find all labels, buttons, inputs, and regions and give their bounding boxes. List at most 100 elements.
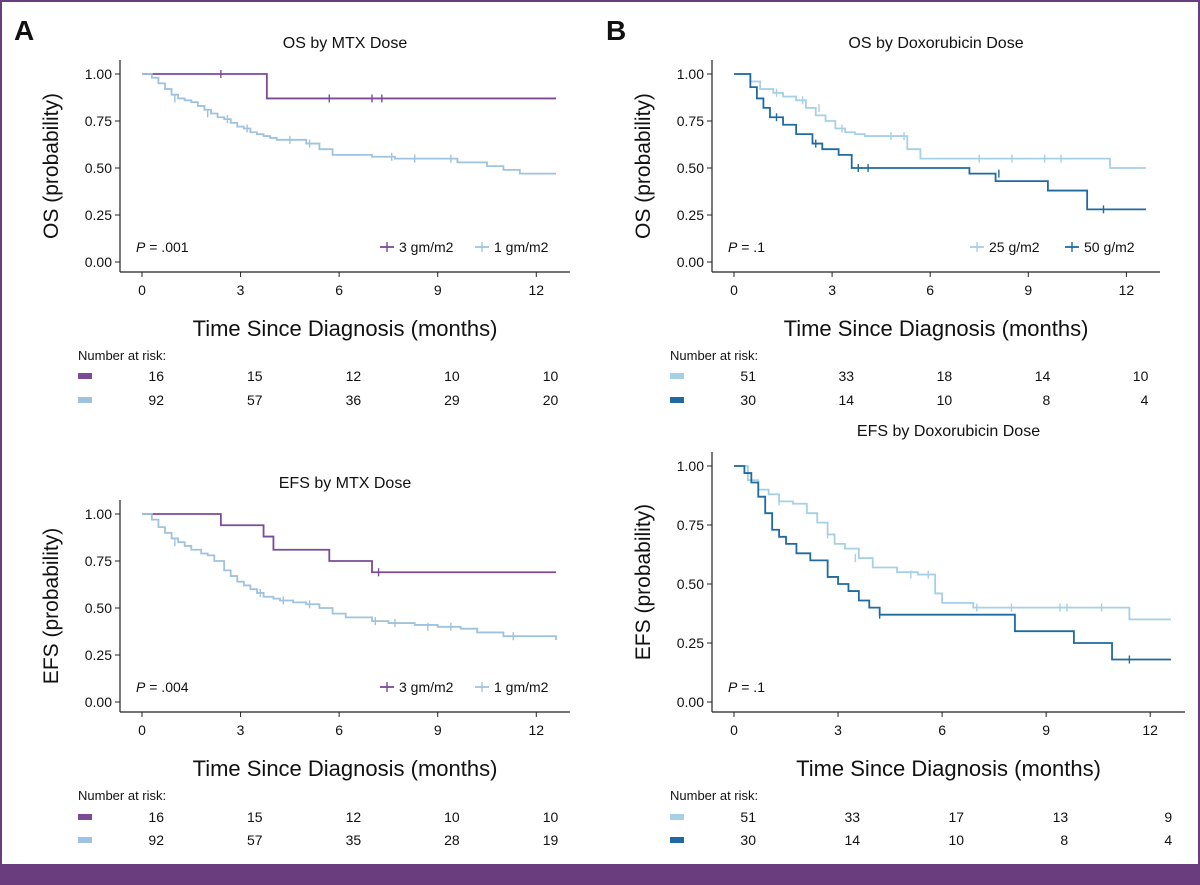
x-tick-label: 12: [1119, 282, 1135, 298]
p-value: P = .001: [136, 239, 189, 255]
x-axis-label: Time Since Diagnosis (months): [784, 316, 1089, 341]
risk-cell: 15: [247, 368, 263, 384]
risk-cell: 35: [346, 832, 362, 848]
legend-label: 3 gm/m2: [399, 239, 454, 255]
p-value-symbol: P: [728, 239, 738, 255]
risk-cell: 10: [543, 809, 559, 825]
figure-svg: A B OS by MTX Dose 0.00 0.25 0.50 0.75 1.00 0 3…: [14, 15, 1185, 848]
risk-cell: 28: [444, 832, 460, 848]
chart-efs-mtx: EFS by MTX Dose 0.00 0.25 0.50 0.75 1.00 0 3 6 9 1…: [40, 475, 570, 848]
y-tick-label: 0.00: [85, 694, 112, 710]
risk-cell: 10: [444, 809, 460, 825]
p-value-text: = .1: [737, 679, 765, 695]
chart-title: OS by Doxorubicin Dose: [848, 35, 1023, 52]
risk-cell: 9: [1164, 809, 1172, 825]
series-line-0: [734, 465, 1171, 621]
risk-cell: 92: [148, 392, 164, 408]
series-line-0: [142, 513, 556, 574]
risk-cell: 8: [1042, 392, 1050, 408]
risk-cell: 30: [740, 392, 756, 408]
y-tick-label: 0.25: [677, 635, 704, 651]
p-value-symbol: P: [136, 679, 146, 695]
risk-row-swatch: [78, 397, 92, 403]
chart-efs-dox: EFS by Doxorubicin Dose 0.00 0.25 0.50 0.75 1…: [632, 423, 1185, 848]
risk-cell: 14: [844, 832, 860, 848]
x-tick-label: 3: [237, 282, 245, 298]
risk-row-swatch: [78, 837, 92, 843]
risk-cell: 17: [949, 809, 965, 825]
risk-row-swatch: [670, 397, 684, 403]
y-axis-label: OS (probability): [632, 93, 655, 239]
risk-cell: 13: [1053, 809, 1069, 825]
x-tick-label: 12: [528, 282, 544, 298]
x-tick-label: 9: [434, 722, 442, 738]
x-tick-label: 0: [138, 722, 146, 738]
risk-table-label: Number at risk:: [78, 348, 166, 363]
risk-cell: 12: [346, 368, 362, 384]
x-tick-label: 9: [434, 282, 442, 298]
y-axis-label: EFS (probability): [40, 528, 63, 684]
risk-table-label: Number at risk:: [670, 348, 758, 363]
p-value: P = .004: [136, 679, 189, 695]
risk-cell: 33: [839, 368, 855, 384]
series-line-1: [142, 73, 556, 175]
risk-table-label: Number at risk:: [670, 788, 758, 803]
risk-cell: 12: [346, 809, 362, 825]
x-axis-label: Time Since Diagnosis (months): [796, 756, 1101, 781]
risk-cell: 4: [1141, 392, 1149, 408]
risk-cell: 4: [1164, 832, 1172, 848]
risk-row-swatch: [78, 814, 92, 820]
p-value-text: = .004: [145, 679, 188, 695]
y-tick-label: 0.50: [677, 160, 704, 176]
risk-cell: 20: [543, 392, 559, 408]
x-tick-label: 0: [730, 722, 738, 738]
risk-row-swatch: [670, 373, 684, 379]
risk-table-label: Number at risk:: [78, 788, 166, 803]
y-tick-label: 0.00: [85, 254, 112, 270]
risk-row-swatch: [670, 814, 684, 820]
y-tick-label: 0.00: [677, 254, 704, 270]
risk-cell: 57: [247, 832, 263, 848]
y-tick-label: 0.75: [677, 113, 704, 129]
x-tick-label: 0: [730, 282, 738, 298]
risk-cell: 10: [1133, 368, 1149, 384]
x-tick-label: 3: [834, 722, 842, 738]
risk-cell: 19: [543, 832, 559, 848]
p-value-text: = .001: [145, 239, 188, 255]
p-value: P = .1: [728, 679, 765, 695]
p-value-text: = .1: [737, 239, 765, 255]
series-line-1: [142, 513, 557, 640]
y-tick-label: 0.50: [677, 576, 704, 592]
risk-cell: 14: [839, 392, 855, 408]
risk-cell: 10: [444, 368, 460, 384]
panel-label-b: B: [606, 15, 626, 46]
chart-title: OS by MTX Dose: [283, 35, 408, 52]
risk-cell: 16: [148, 809, 164, 825]
legend-label: 1 gm/m2: [494, 239, 549, 255]
risk-cell: 33: [844, 809, 860, 825]
x-axis-label: Time Since Diagnosis (months): [193, 316, 498, 341]
risk-cell: 10: [949, 832, 965, 848]
series-line-0: [734, 73, 1146, 169]
risk-cell: 30: [740, 832, 756, 848]
risk-cell: 51: [740, 809, 756, 825]
y-tick-label: 0.00: [677, 694, 704, 710]
legend-label: 50 g/m2: [1084, 239, 1135, 255]
y-axis-label: EFS (probability): [632, 504, 655, 660]
x-tick-label: 12: [1142, 722, 1158, 738]
risk-cell: 16: [148, 368, 164, 384]
series-line-1: [734, 73, 1146, 211]
risk-cell: 10: [937, 392, 953, 408]
y-tick-label: 1.00: [677, 458, 704, 474]
chart-title: EFS by Doxorubicin Dose: [857, 423, 1040, 440]
x-tick-label: 0: [138, 282, 146, 298]
risk-cell: 57: [247, 392, 263, 408]
y-tick-label: 0.75: [85, 553, 112, 569]
risk-cell: 51: [740, 368, 756, 384]
y-tick-label: 0.75: [677, 517, 704, 533]
p-value-symbol: P: [728, 679, 738, 695]
risk-cell: 8: [1060, 832, 1068, 848]
x-tick-label: 3: [237, 722, 245, 738]
